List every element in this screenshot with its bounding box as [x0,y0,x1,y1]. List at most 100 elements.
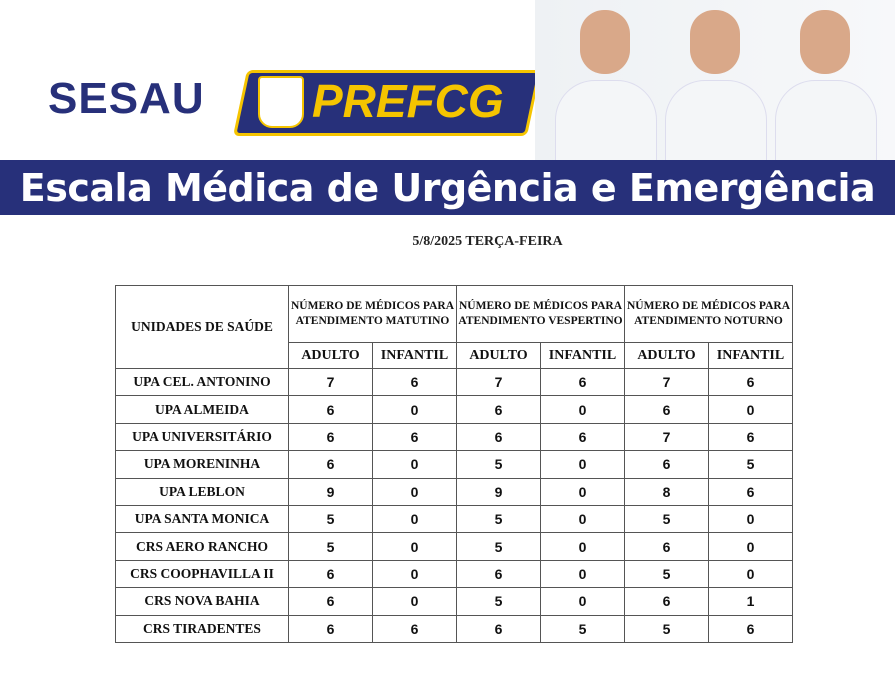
doctors-photo [535,0,895,162]
doctor-count-cell: 7 [624,367,709,397]
sesau-logo: SESAU [48,74,205,123]
table-row: CRS TIRADENTES 6 6 6 5 5 6 [115,614,793,643]
schedule-table: UNIDADES DE SAÚDE NÚMERO DE MÉDICOS PARA… [115,285,793,643]
doctor-count-cell: 8 [624,477,709,506]
unit-name: CRS AERO RANCHO [115,532,289,561]
doctor-count-cell: 5 [456,587,541,616]
unit-name: UPA ALMEIDA [115,395,289,424]
sub-header: INFANTIL [708,342,793,369]
doctor-count-cell: 6 [624,450,709,479]
city-crest-icon [258,76,304,128]
doctor-image [665,10,767,162]
doctor-count-cell: 5 [456,450,541,479]
doctor-count-cell: 7 [624,422,709,452]
doctor-count-cell: 7 [456,367,541,397]
doctor-count-cell: 6 [372,422,457,452]
doctor-count-cell: 6 [288,395,373,424]
prefcg-logo: PREFCG [312,75,504,127]
doctor-count-cell: 7 [288,367,373,397]
table-row: UPA CEL. ANTONINO 7 6 7 6 7 6 [115,367,793,397]
doctor-count-cell: 9 [456,477,541,506]
title-banner: Escala Médica de Urgência e Emergência [0,160,895,215]
table-row: CRS AERO RANCHO 5 0 5 0 6 0 [115,532,793,561]
table-row: CRS COOPHAVILLA II 6 0 6 0 5 0 [115,559,793,589]
doctor-count-cell: 5 [624,614,709,643]
doctor-count-cell: 5 [708,450,793,479]
doctor-count-cell: 9 [288,477,373,506]
sub-header: INFANTIL [372,342,457,369]
doctor-count-cell: 0 [372,395,457,424]
sub-header: ADULTO [624,342,709,369]
unit-name: UPA CEL. ANTONINO [115,367,289,397]
doctor-count-cell: 6 [288,614,373,643]
doctor-count-cell: 0 [540,450,625,479]
doctor-count-cell: 6 [624,395,709,424]
unit-name: CRS TIRADENTES [115,614,289,643]
sub-header: ADULTO [288,342,373,369]
doctor-count-cell: 0 [540,395,625,424]
table-row: UPA UNIVERSITÁRIO 6 6 6 6 7 6 [115,422,793,452]
doctor-count-cell: 0 [540,477,625,506]
doctor-count-cell: 6 [624,587,709,616]
doctor-count-cell: 5 [288,532,373,561]
doctor-count-cell: 5 [624,559,709,589]
doctor-count-cell: 0 [540,504,625,534]
table-row: UPA ALMEIDA 6 0 6 0 6 0 [115,395,793,424]
unit-name: CRS COOPHAVILLA II [115,559,289,589]
period-header-afternoon: NÚMERO DE MÉDICOS PARA ATENDIMENTO VESPE… [456,285,625,343]
table-row: UPA MORENINHA 6 0 5 0 6 5 [115,450,793,479]
doctor-image [775,10,877,162]
doctor-count-cell: 6 [372,367,457,397]
sub-header: ADULTO [456,342,541,369]
table-row: UPA SANTA MONICA 5 0 5 0 5 0 [115,504,793,534]
doctor-count-cell: 5 [288,504,373,534]
doctor-count-cell: 6 [456,559,541,589]
doctor-count-cell: 6 [288,559,373,589]
doctor-count-cell: 5 [624,504,709,534]
doctor-count-cell: 5 [540,614,625,643]
doctor-image [555,10,657,162]
doctor-count-cell: 6 [456,395,541,424]
doctor-count-cell: 0 [372,477,457,506]
doctor-count-cell: 6 [624,532,709,561]
doctor-count-cell: 6 [288,587,373,616]
doctor-count-cell: 0 [540,532,625,561]
doctor-count-cell: 6 [708,367,793,397]
doctor-count-cell: 0 [708,532,793,561]
doctor-count-cell: 0 [540,559,625,589]
doctor-count-cell: 6 [708,614,793,643]
doctor-count-cell: 6 [456,614,541,643]
period-header-morning: NÚMERO DE MÉDICOS PARA ATENDIMENTO MATUT… [288,285,457,343]
doctor-count-cell: 0 [372,532,457,561]
doctor-count-cell: 6 [372,614,457,643]
doctor-count-cell: 0 [372,587,457,616]
sub-header: INFANTIL [540,342,625,369]
doctor-count-cell: 6 [456,422,541,452]
table-row: CRS NOVA BAHIA 6 0 5 0 6 1 [115,587,793,616]
unit-name: CRS NOVA BAHIA [115,587,289,616]
doctor-count-cell: 6 [288,450,373,479]
doctor-count-cell: 0 [708,504,793,534]
doctor-count-cell: 5 [456,504,541,534]
unit-name: UPA LEBLON [115,477,289,506]
doctor-count-cell: 0 [708,559,793,589]
doctor-count-cell: 6 [540,367,625,397]
doctor-count-cell: 0 [372,559,457,589]
doctor-count-cell: 0 [372,504,457,534]
unit-name: UPA SANTA MONICA [115,504,289,534]
table-row: UPA LEBLON 9 0 9 0 8 6 [115,477,793,506]
doctor-count-cell: 5 [456,532,541,561]
unit-column-header: UNIDADES DE SAÚDE [115,285,289,369]
doctor-count-cell: 1 [708,587,793,616]
unit-name: UPA UNIVERSITÁRIO [115,422,289,452]
doctor-count-cell: 6 [708,477,793,506]
schedule-date: 5/8/2025 TERÇA-FEIRA [412,234,563,249]
page-title: Escala Médica de Urgência e Emergência [19,166,876,210]
doctor-count-cell: 0 [372,450,457,479]
doctor-count-cell: 6 [708,422,793,452]
doctor-count-cell: 6 [540,422,625,452]
period-header-night: NÚMERO DE MÉDICOS PARA ATENDIMENTO NOTUR… [624,285,793,343]
doctor-count-cell: 0 [708,395,793,424]
doctor-count-cell: 0 [540,587,625,616]
unit-name: UPA MORENINHA [115,450,289,479]
